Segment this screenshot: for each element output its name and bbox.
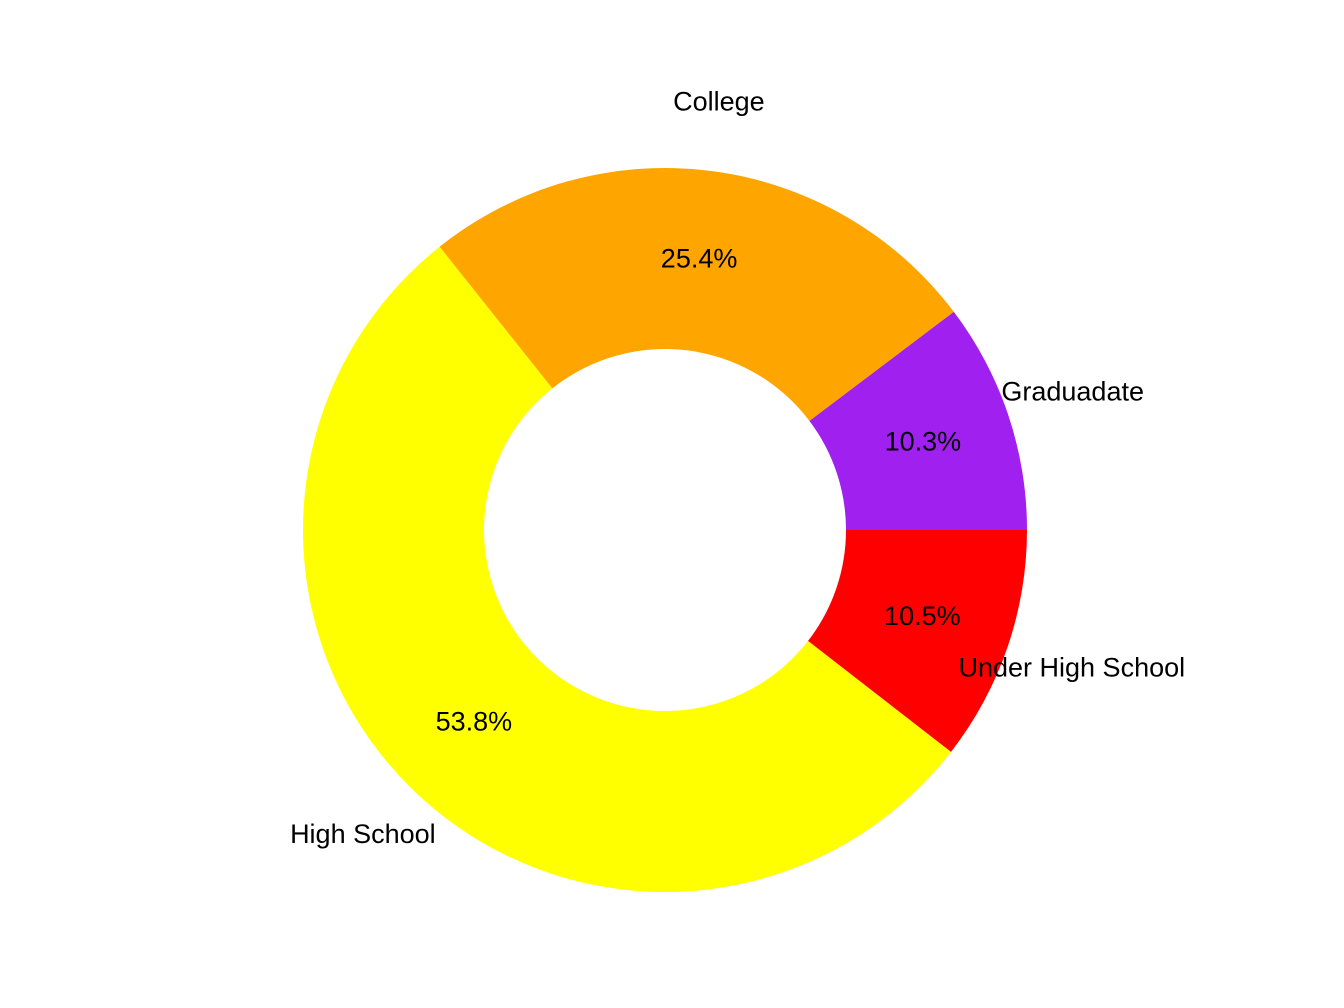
- category-label-under-high-school: Under High School: [958, 652, 1185, 682]
- category-label-graduadate: Graduadate: [1001, 376, 1144, 406]
- value-label-under-high-school: 10.5%: [884, 601, 961, 631]
- labels-layer: 10.3% Graduadate 25.4% College 53.8% High Sch…: [290, 87, 1185, 850]
- category-label-high-school: High School: [290, 819, 436, 849]
- slice-graduadate: [809, 311, 1027, 530]
- value-label-college: 25.4%: [661, 243, 738, 273]
- slice-under-high-school: [808, 530, 1027, 752]
- slices-layer: [303, 167, 1027, 892]
- value-label-high-school: 53.8%: [436, 707, 513, 737]
- category-label-college: College: [673, 87, 765, 117]
- slice-high-school: [303, 246, 952, 892]
- slice-college: [439, 167, 954, 421]
- value-label-graduadate: 10.3%: [885, 427, 962, 457]
